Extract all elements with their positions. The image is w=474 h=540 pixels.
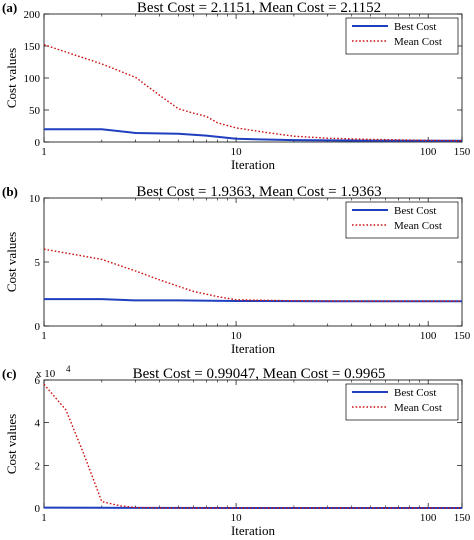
legend-label: Best Cost bbox=[394, 205, 436, 217]
series-line-mean-cost bbox=[43, 248, 462, 302]
panel-label: (a) bbox=[2, 0, 17, 15]
x-axis-label: Iteration bbox=[231, 523, 276, 538]
chart-title: Best Cost = 1.9363, Mean Cost = 1.9363 bbox=[136, 184, 381, 200]
y-exponent-power: 4 bbox=[66, 364, 71, 374]
x-tick-label: 10 bbox=[231, 512, 243, 524]
x-tick-label: 100 bbox=[420, 512, 437, 524]
y-tick-label: 4 bbox=[35, 418, 41, 430]
legend-label: Mean Cost bbox=[394, 402, 442, 414]
x-tick-label: 100 bbox=[420, 146, 437, 158]
x-tick-label: 150 bbox=[454, 330, 471, 342]
x-tick-label: 1 bbox=[41, 512, 47, 524]
y-tick-label: 5 bbox=[35, 257, 41, 269]
panel-label: (c) bbox=[2, 366, 16, 381]
x-tick-label: 10 bbox=[231, 146, 243, 158]
chart-title: Best Cost = 0.99047, Mean Cost = 0.9965 bbox=[133, 366, 386, 382]
legend-label: Mean Cost bbox=[394, 36, 442, 48]
y-axis-label: Cost values bbox=[4, 414, 19, 474]
x-tick-label: 1 bbox=[41, 146, 47, 158]
series-line-best-cost bbox=[44, 128, 462, 142]
x-tick-label: 150 bbox=[454, 512, 471, 524]
y-exponent-label: x 10 bbox=[36, 368, 56, 380]
series-line-best-cost bbox=[44, 298, 462, 303]
x-tick-label: 10 bbox=[231, 330, 243, 342]
y-tick-label: 0 bbox=[35, 321, 41, 333]
x-axis-label: Iteration bbox=[231, 341, 276, 356]
y-axis-label: Cost values bbox=[4, 48, 19, 108]
chart-title: Best Cost = 2.1151, Mean Cost = 2.1152 bbox=[137, 0, 381, 16]
x-tick-label: 150 bbox=[454, 146, 471, 158]
y-tick-label: 6 bbox=[35, 375, 41, 387]
y-tick-label: 0 bbox=[35, 503, 41, 515]
y-axis-label: Cost values bbox=[4, 232, 19, 292]
legend-box bbox=[345, 201, 459, 239]
series-line-mean-cost bbox=[43, 383, 462, 509]
y-tick-label: 10 bbox=[29, 193, 41, 205]
legend-label: Mean Cost bbox=[394, 220, 442, 232]
series-line-mean-cost bbox=[43, 44, 463, 142]
y-tick-label: 0 bbox=[35, 137, 41, 149]
x-axis-label: Iteration bbox=[231, 157, 276, 172]
legend-label: Best Cost bbox=[394, 387, 436, 399]
x-tick-label: 100 bbox=[420, 330, 437, 342]
legend-box bbox=[345, 17, 459, 55]
y-tick-label: 50 bbox=[29, 105, 41, 117]
legend: Best Cost Mean Cost bbox=[345, 17, 459, 55]
panel-label: (b) bbox=[2, 184, 18, 199]
y-tick-label: 200 bbox=[24, 9, 41, 21]
y-tick-label: 100 bbox=[24, 73, 41, 85]
legend-label: Best Cost bbox=[394, 21, 436, 33]
x-tick-label: 1 bbox=[41, 330, 47, 342]
legend: Best Cost Mean Cost bbox=[345, 201, 459, 239]
y-tick-label: 150 bbox=[24, 41, 41, 53]
legend-box bbox=[345, 383, 459, 421]
y-tick-label: 2 bbox=[35, 460, 41, 472]
legend: Best Cost Mean Cost bbox=[345, 383, 459, 421]
